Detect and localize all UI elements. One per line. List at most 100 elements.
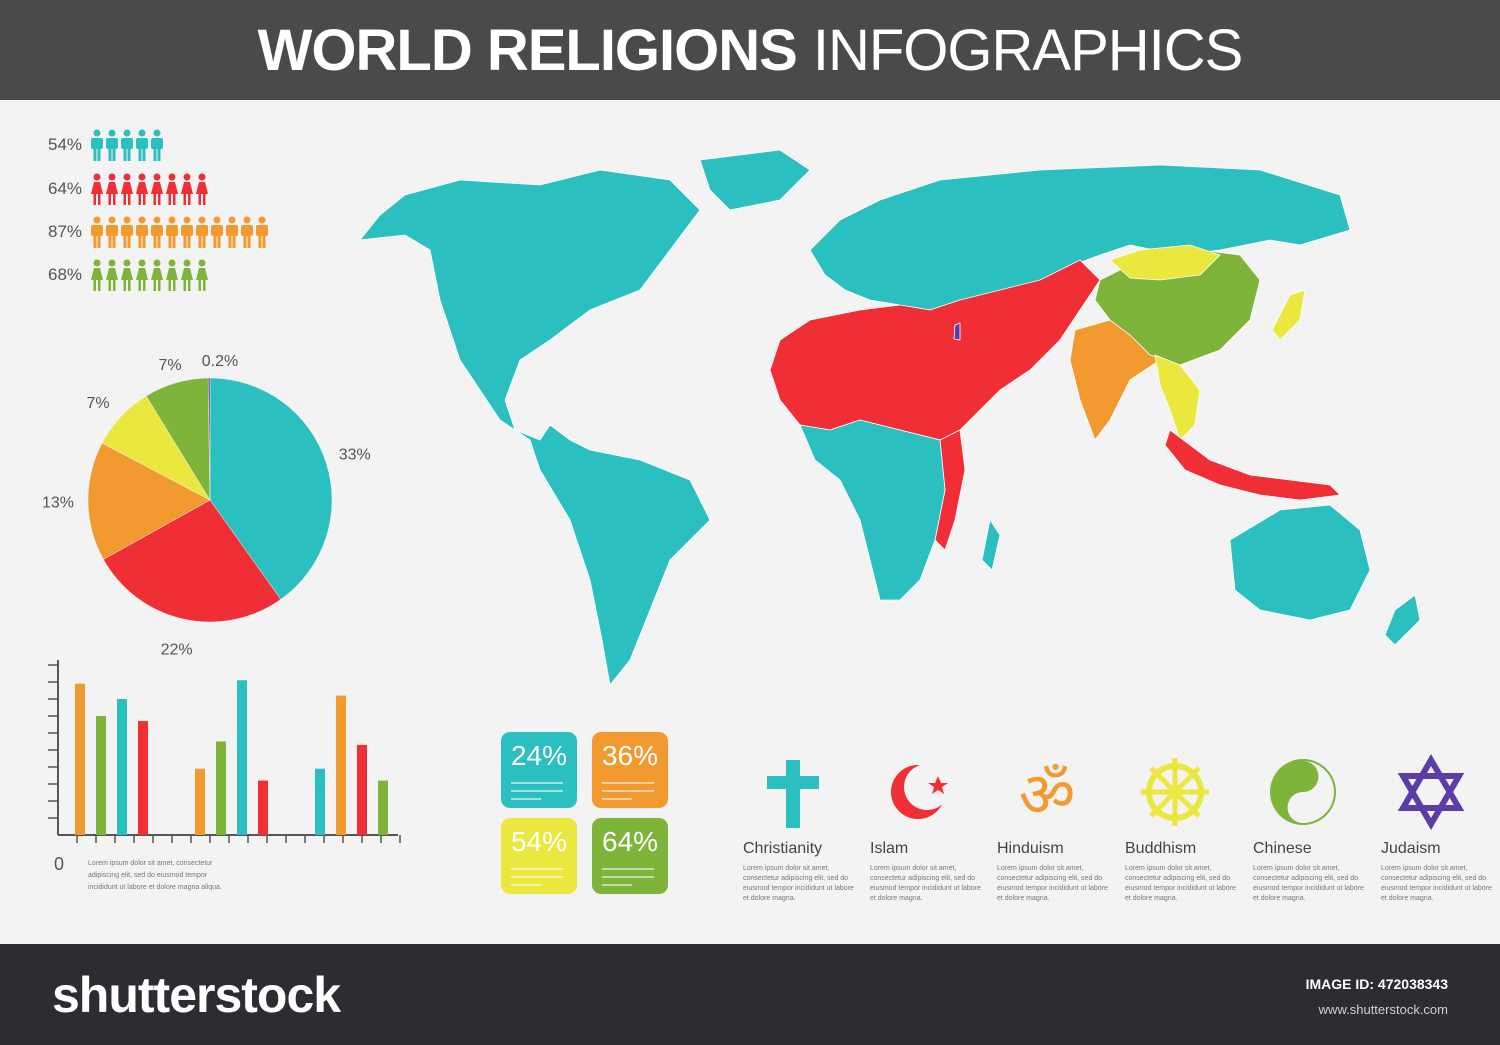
man-icon <box>196 216 208 248</box>
pie-slice-label: 7% <box>86 395 109 412</box>
pie-slice-label: 7% <box>158 357 181 374</box>
stat-box: 54% <box>501 818 577 894</box>
woman-icon <box>151 173 163 205</box>
woman-icon <box>196 259 208 291</box>
man-icon <box>211 216 223 248</box>
image-id: IMAGE ID: 472038343 <box>1305 976 1448 992</box>
header-bar: WORLD RELIGIONS INFOGRAPHICS <box>0 0 1500 100</box>
pie-slice-label: 22% <box>161 641 193 658</box>
people-row: 64% <box>48 172 210 206</box>
people-row: 68% <box>48 258 210 292</box>
bar <box>315 768 325 835</box>
bar <box>378 780 388 835</box>
yin-yang-icon <box>1270 759 1336 825</box>
woman-icon <box>121 173 133 205</box>
man-icon <box>226 216 238 248</box>
people-row-percent: 54% <box>48 135 83 154</box>
bar-chart: 0 <box>48 660 401 874</box>
woman-icon <box>166 173 178 205</box>
stat-box-line <box>511 884 541 886</box>
religion-description: Lorem ipsum dolor sit amet, consectetur … <box>1253 865 1364 902</box>
stat-box-value: 36% <box>601 740 659 771</box>
people-row-percent: 87% <box>48 222 83 241</box>
bar <box>138 721 148 835</box>
om-icon: ॐ <box>1019 761 1076 830</box>
map-americas <box>359 149 811 686</box>
religion-name: Islam <box>870 840 909 857</box>
woman-icon <box>166 259 178 291</box>
stat-box-value: 54% <box>510 826 568 857</box>
world-map <box>359 149 1421 686</box>
woman-icon <box>136 259 148 291</box>
people-row: 54% <box>48 128 165 162</box>
map-israel <box>953 322 961 341</box>
footer-url: www.shutterstock.com <box>1318 1002 1448 1017</box>
stat-box: 36% <box>592 732 668 808</box>
stat-box-line <box>602 790 654 792</box>
man-icon <box>151 216 163 248</box>
religion-name: Chinese <box>1253 840 1312 857</box>
bar <box>258 780 268 835</box>
man-icon <box>136 129 148 161</box>
map-australia <box>1229 504 1421 646</box>
pie-slice-label: 13% <box>42 495 74 512</box>
stat-box-line <box>602 868 654 870</box>
woman-icon <box>121 259 133 291</box>
star-of-david-icon <box>1397 754 1465 830</box>
bar <box>96 716 106 835</box>
bar <box>336 695 346 835</box>
title-bold: WORLD RELIGIONS <box>257 17 798 83</box>
people-row-percent: 68% <box>48 265 83 284</box>
woman-icon <box>136 173 148 205</box>
pie-chart: 33% 22% 13% 7% 7% 0.2% <box>42 353 371 658</box>
crescent-star-icon <box>891 764 950 819</box>
stat-box-line <box>602 798 632 800</box>
woman-icon <box>181 259 193 291</box>
bar <box>195 768 205 835</box>
religion-name: Buddhism <box>1125 840 1197 857</box>
woman-icon <box>106 259 118 291</box>
woman-icon <box>151 259 163 291</box>
stat-box: 24% <box>501 732 577 808</box>
woman-icon <box>91 173 103 205</box>
map-indonesia <box>1164 429 1341 501</box>
bar <box>237 680 247 835</box>
dharma-wheel-icon <box>1141 758 1209 826</box>
bar-chart-note: Lorem ipsum dolor sit amet, consectetur … <box>88 860 222 891</box>
pie-slice <box>209 377 333 600</box>
man-icon <box>91 216 103 248</box>
religion-description: Lorem ipsum dolor sit amet, consectetur … <box>743 865 854 902</box>
religion-name: Christianity <box>743 840 823 857</box>
bar <box>216 741 226 835</box>
woman-icon <box>91 259 103 291</box>
stat-box-line <box>511 876 563 878</box>
cross-icon <box>767 760 819 828</box>
religion-description: Lorem ipsum dolor sit amet, consectetur … <box>997 865 1108 902</box>
title-light: INFOGRAPHICS <box>812 17 1243 83</box>
map-japan <box>1271 289 1306 341</box>
stat-box-line <box>511 868 563 870</box>
stat-box-line <box>602 884 632 886</box>
map-africa-south <box>799 419 1001 601</box>
stat-box-line <box>511 798 541 800</box>
man-icon <box>106 129 118 161</box>
svg-text:ॐ: ॐ <box>1019 761 1076 830</box>
man-icon <box>106 216 118 248</box>
man-icon <box>166 216 178 248</box>
y-axis-zero-label: 0 <box>54 854 64 874</box>
man-icon <box>91 129 103 161</box>
footer-logo: shutterstock <box>52 967 341 1023</box>
bar <box>117 699 127 835</box>
stat-box: 64% <box>592 818 668 894</box>
woman-icon <box>181 173 193 205</box>
bar <box>357 744 367 835</box>
man-icon <box>121 129 133 161</box>
man-icon <box>181 216 193 248</box>
man-icon <box>121 216 133 248</box>
stat-box-line <box>602 782 654 784</box>
people-row: 87% <box>48 215 270 249</box>
map-mongolia-southeast-asia <box>1109 244 1221 441</box>
religion-name: Judaism <box>1381 840 1441 857</box>
stat-box-value: 64% <box>601 826 659 857</box>
man-icon <box>256 216 268 248</box>
